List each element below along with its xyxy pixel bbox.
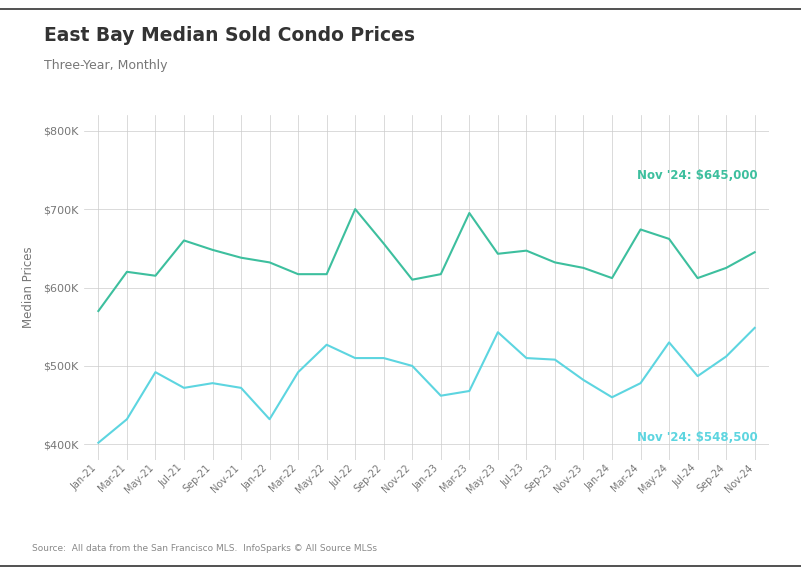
Text: Nov '24: $645,000: Nov '24: $645,000 xyxy=(637,168,758,182)
Text: Source:  All data from the San Francisco MLS.  InfoSparks © All Source MLSs: Source: All data from the San Francisco … xyxy=(32,544,377,553)
Y-axis label: Median Prices: Median Prices xyxy=(22,247,34,328)
Text: Nov '24: $548,500: Nov '24: $548,500 xyxy=(637,431,758,444)
Text: East Bay Median Sold Condo Prices: East Bay Median Sold Condo Prices xyxy=(44,26,415,45)
Text: Three-Year, Monthly: Three-Year, Monthly xyxy=(44,59,167,72)
